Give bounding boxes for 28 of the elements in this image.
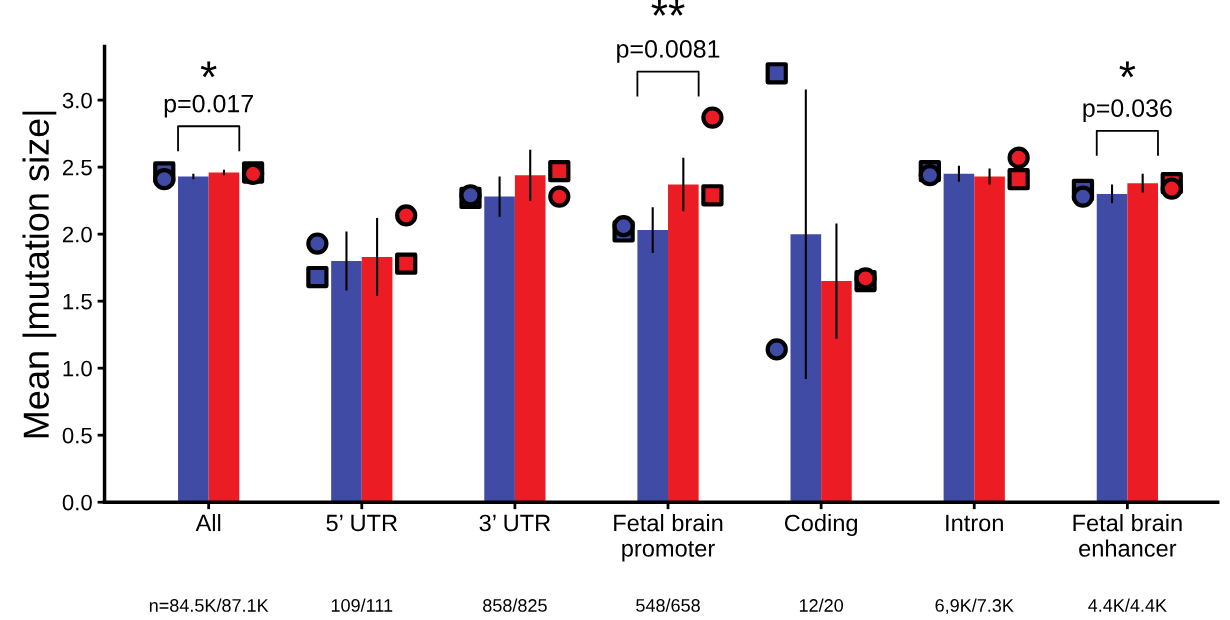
y-axis-title: Mean |mutation size| (22, 111, 57, 438)
annotation: * (1119, 61, 1136, 78)
y-tick-label: 0.5 (62, 427, 92, 444)
annotation: * (200, 61, 217, 78)
text: 858/825 (483, 598, 547, 612)
annotation: p=0.017 (164, 94, 253, 118)
x-tick-label: All (195, 514, 221, 532)
x-tick-label: Coding (784, 514, 858, 537)
x-tick-label: Intron (946, 514, 1003, 532)
text: 12/20 (799, 598, 844, 612)
x-tick-label: Fetal brain enhancer (1073, 514, 1182, 557)
text: 109/111 (331, 598, 393, 612)
x-tick-label: Fetal brain promoter (614, 514, 723, 562)
x-tick-label: 3’ UTR (479, 514, 551, 532)
text: 548/658 (636, 598, 700, 612)
annotation: p=0.036 (1083, 99, 1172, 122)
y-tick-label: 2.5 (62, 159, 92, 176)
y-tick-label: 2.0 (62, 226, 92, 243)
text: 4.4K/4.4K (1088, 598, 1167, 612)
y-tick-label: 1.5 (63, 293, 92, 310)
x-tick-label: 5’ UTR (326, 514, 397, 532)
text: 6,9K/7.3K (935, 598, 1014, 614)
text: ** (651, 0, 685, 16)
annotation: p=0.0081 (617, 40, 720, 63)
y-tick-label: 1.0 (63, 360, 92, 377)
y-tick-label: 3.0 (62, 92, 92, 109)
text: n=84.5K/87.1K (149, 598, 269, 612)
y-tick-label: 0.0 (62, 494, 92, 511)
